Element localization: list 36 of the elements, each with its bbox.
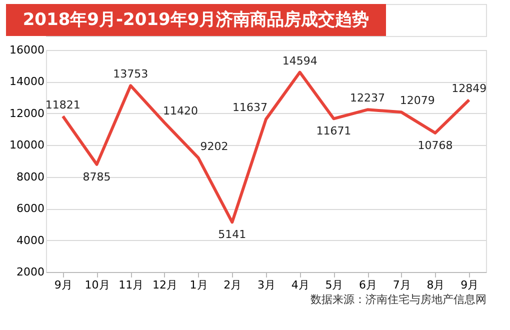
data-label: 8785 — [82, 170, 111, 184]
chart-title: 2018年9月-2019年9月济南商品房成交趋势 — [22, 10, 370, 30]
x-tick-label: 7月 — [392, 278, 411, 292]
x-tick-label: 9月 — [460, 278, 479, 292]
x-tick-label: 2月 — [224, 278, 242, 292]
data-label: 12849 — [452, 82, 487, 95]
x-tick-label: 8月 — [426, 278, 445, 292]
data-label: 11671 — [316, 124, 352, 138]
x-tick-label: 1月 — [190, 278, 208, 292]
x-tick-label: 12月 — [152, 278, 178, 292]
data-label: 11637 — [232, 101, 268, 114]
data-label: 5141 — [218, 228, 246, 242]
data-label: 10768 — [418, 138, 453, 152]
data-label: 13753 — [113, 68, 148, 81]
x-tick-label: 6月 — [359, 278, 378, 292]
y-tick-label: 10000 — [10, 138, 44, 152]
data-label: 12079 — [400, 94, 435, 108]
data-label: 9202 — [200, 140, 228, 153]
x-tick-label: 10月 — [84, 278, 110, 292]
data-label: 11821 — [45, 98, 80, 112]
y-tick-label: 6000 — [16, 202, 44, 216]
x-tick-label: 11月 — [118, 278, 144, 292]
y-tick-label: 2000 — [16, 266, 44, 278]
x-tick-label: 9月 — [54, 278, 72, 292]
x-tick-label: 4月 — [291, 278, 310, 292]
source-note: 数据来源：济南住宅与房地产信息网 — [310, 293, 487, 306]
y-tick-label: 8000 — [16, 170, 44, 184]
y-tick-label: 4000 — [16, 234, 44, 247]
y-tick-label: 12000 — [10, 106, 44, 120]
data-label: 12237 — [350, 92, 386, 105]
data-label: 11420 — [162, 104, 198, 118]
y-tick-label: 14000 — [10, 75, 44, 88]
x-tick-label: 3月 — [258, 278, 276, 292]
y-tick-label: 16000 — [10, 44, 44, 56]
data-label: 14594 — [282, 54, 318, 68]
x-tick-label: 5月 — [325, 278, 344, 292]
